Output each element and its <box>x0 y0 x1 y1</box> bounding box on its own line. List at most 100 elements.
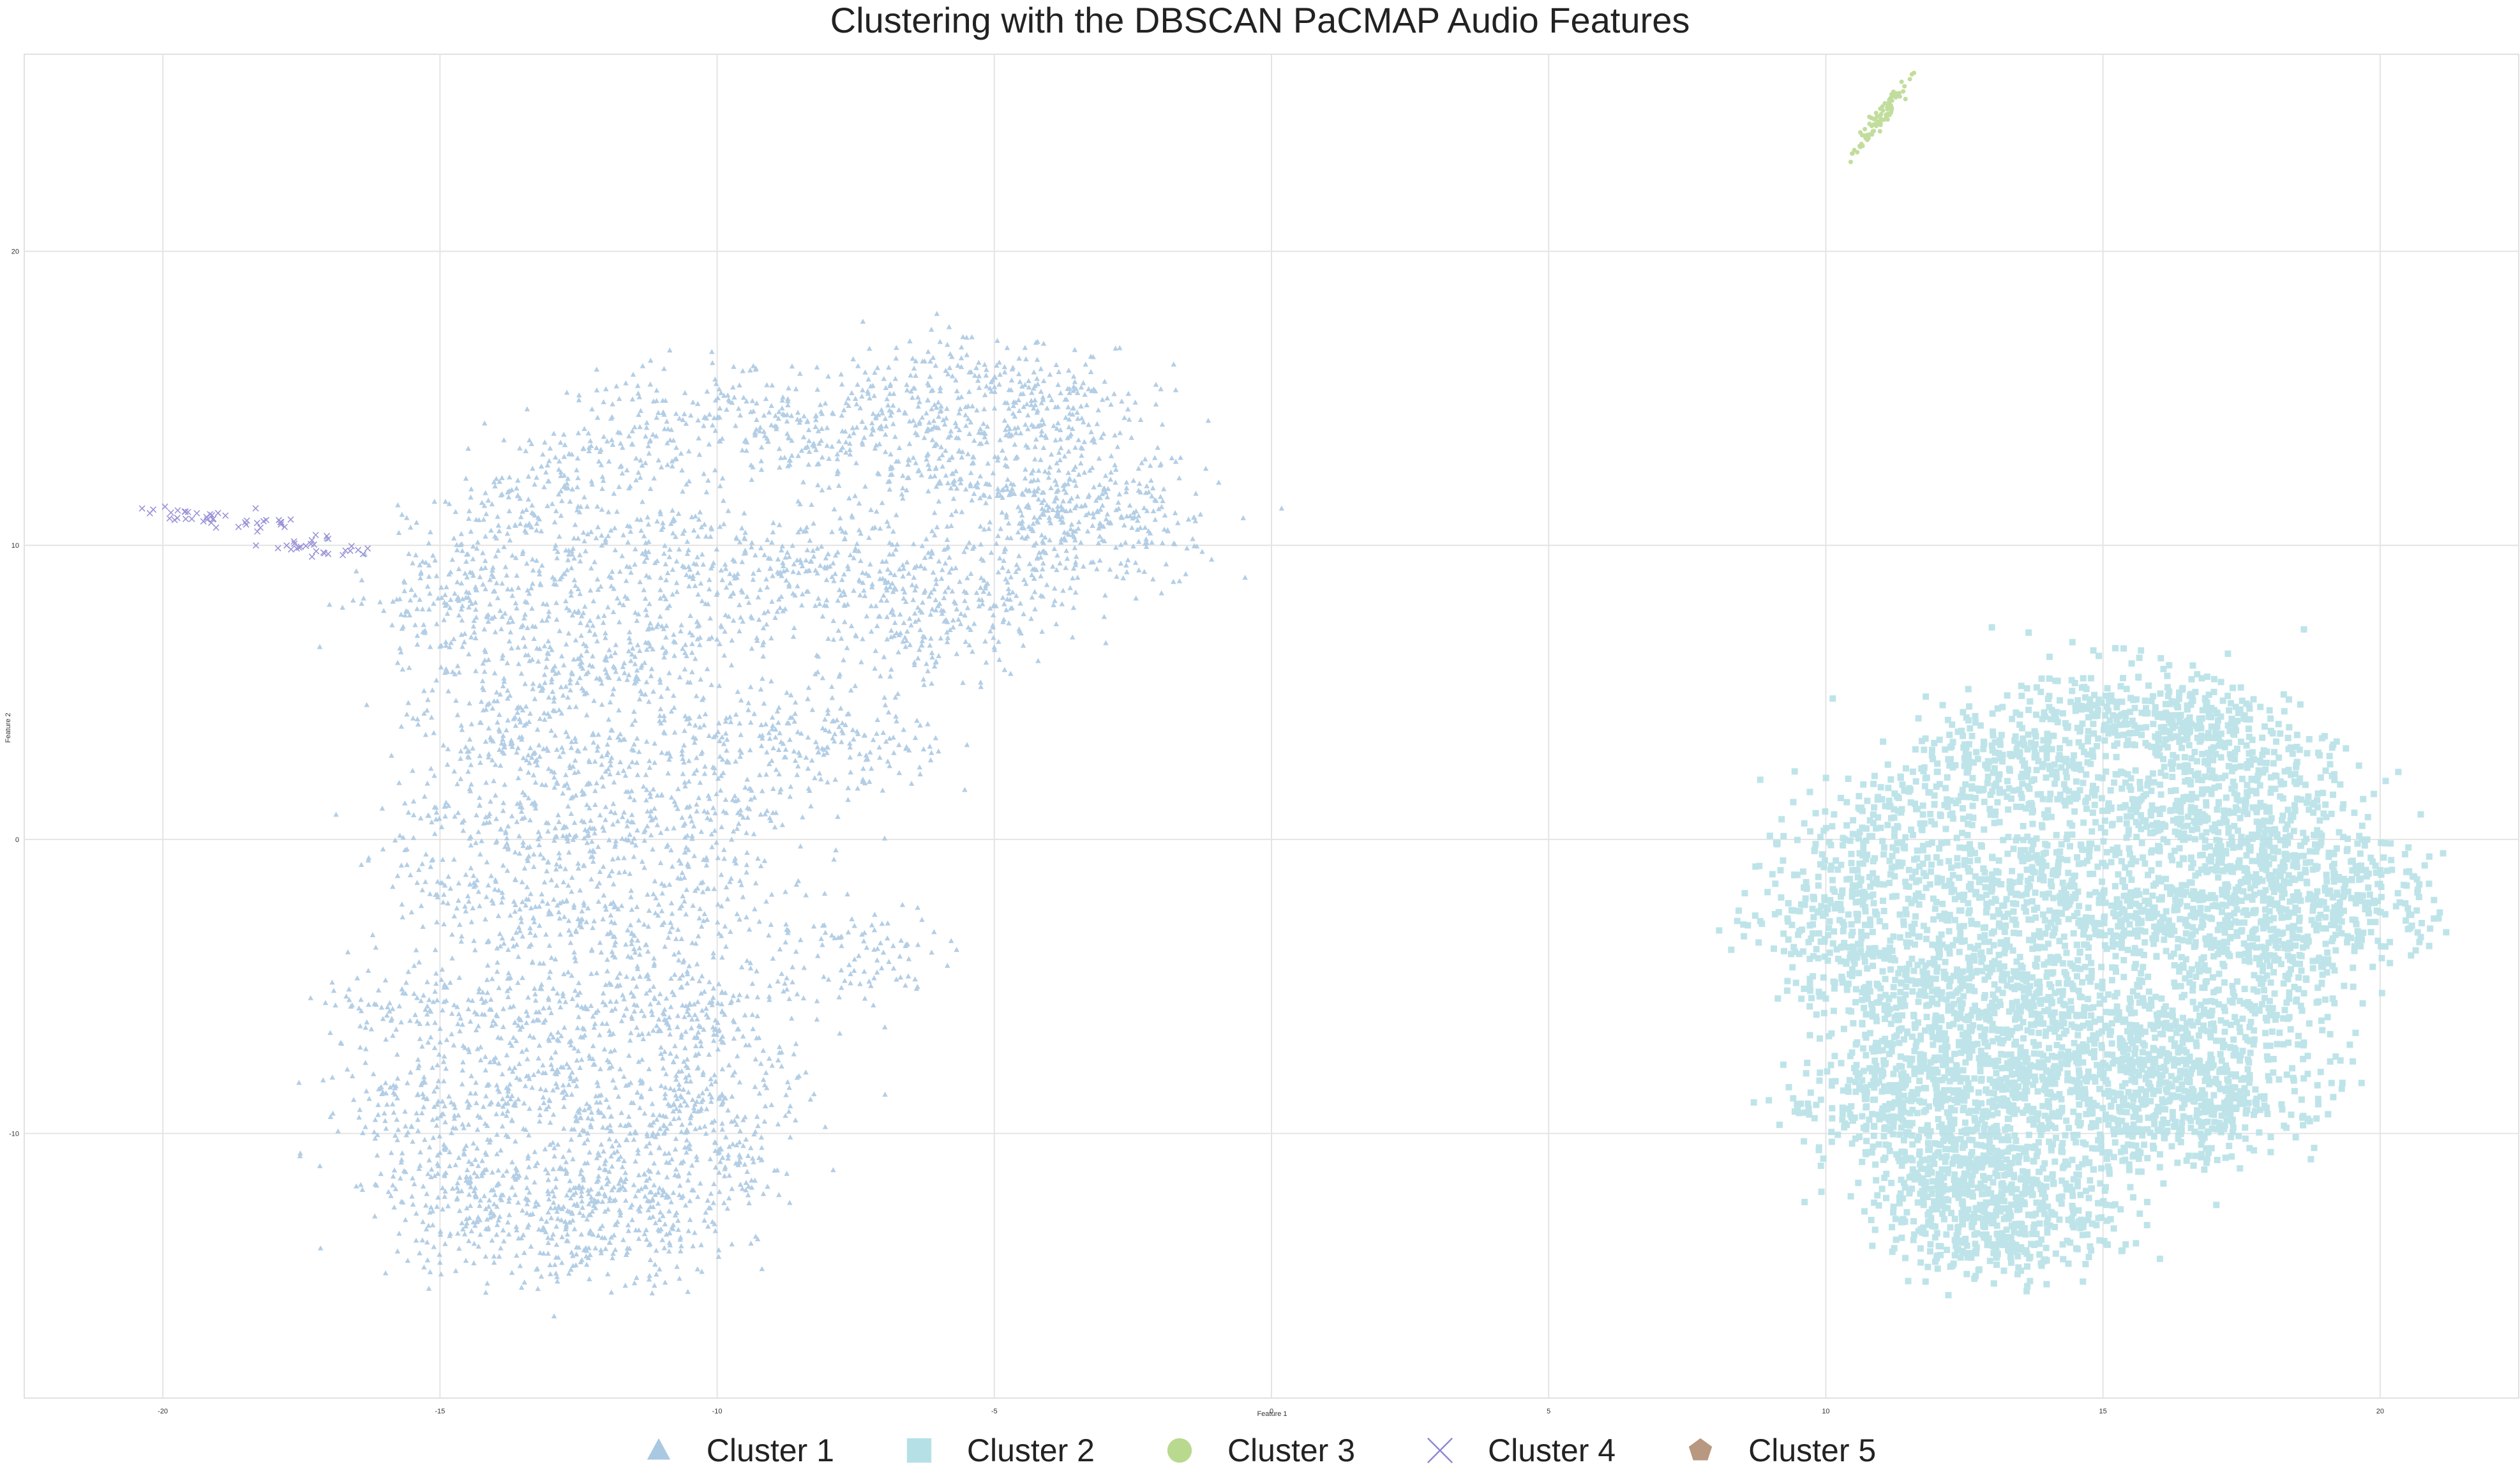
data-point <box>924 452 930 458</box>
data-point <box>894 345 899 350</box>
data-point <box>1030 520 1036 526</box>
data-point <box>1021 403 1027 409</box>
data-point <box>1029 389 1035 395</box>
data-point <box>940 417 946 423</box>
data-point <box>996 381 1002 387</box>
data-point <box>1058 507 1065 513</box>
data-point <box>994 338 1000 343</box>
data-point <box>1040 378 1047 384</box>
data-point <box>937 388 943 394</box>
data-point <box>926 462 931 467</box>
data-point <box>1120 575 1126 580</box>
data-point <box>1101 487 1107 493</box>
data-point <box>1097 533 1103 539</box>
data-point <box>1023 356 1029 361</box>
data-point <box>1203 465 1209 471</box>
data-point <box>1049 397 1054 402</box>
data-point <box>1034 488 1040 493</box>
data-point <box>870 410 876 416</box>
data-point <box>861 435 867 440</box>
data-point <box>1151 455 1158 460</box>
data-point <box>1080 380 1086 386</box>
data-point <box>932 473 938 479</box>
data-point <box>1108 453 1114 458</box>
data-point <box>968 483 973 488</box>
data-point <box>984 481 990 486</box>
data-point <box>960 334 966 340</box>
data-point <box>1153 498 1159 503</box>
data-point <box>1091 514 1097 520</box>
data-point <box>1095 509 1101 515</box>
data-point <box>996 359 1002 365</box>
data-point <box>952 478 957 483</box>
data-point <box>883 423 889 429</box>
data-point <box>908 388 914 394</box>
data-point <box>925 397 931 403</box>
data-point <box>907 338 913 343</box>
data-point <box>1020 491 1026 497</box>
data-point <box>1039 432 1044 437</box>
data-point <box>1160 486 1167 492</box>
data-point <box>1023 421 1028 427</box>
data-point <box>1026 384 1032 390</box>
data-point <box>1171 578 1176 584</box>
data-point <box>853 460 859 465</box>
data-point <box>959 509 965 515</box>
data-point <box>1078 539 1084 545</box>
data-point <box>947 351 954 356</box>
data-point <box>956 448 963 453</box>
data-point <box>970 454 976 460</box>
data-point <box>935 399 941 405</box>
data-point <box>1184 545 1190 551</box>
data-point <box>852 396 859 401</box>
data-point <box>1134 518 1141 523</box>
data-point <box>1075 575 1081 580</box>
data-point <box>910 356 916 361</box>
data-point <box>829 444 835 449</box>
data-point <box>1035 519 1041 525</box>
data-point <box>896 407 902 412</box>
data-point <box>1001 418 1008 423</box>
data-point <box>1067 508 1074 513</box>
data-point <box>857 405 863 410</box>
data-point <box>969 334 975 340</box>
data-point <box>887 381 894 387</box>
data-point <box>1063 548 1069 553</box>
data-point <box>919 472 924 478</box>
data-point <box>1150 485 1156 491</box>
data-point <box>1199 548 1205 554</box>
data-point <box>1010 481 1017 487</box>
data-point <box>1025 426 1031 432</box>
data-point <box>937 385 943 390</box>
data-point <box>1097 495 1104 501</box>
data-point <box>958 355 964 361</box>
data-point <box>873 414 879 419</box>
data-point <box>989 388 994 394</box>
data-point <box>1010 403 1016 409</box>
data-point <box>1162 512 1168 518</box>
data-point <box>1063 565 1069 570</box>
data-point <box>1031 385 1037 391</box>
data-point <box>719 435 725 441</box>
data-point <box>949 373 956 379</box>
data-point <box>1054 495 1060 501</box>
data-point <box>1051 546 1058 552</box>
data-point <box>966 431 973 436</box>
data-point <box>1061 453 1068 459</box>
data-point <box>1067 433 1073 439</box>
data-point <box>1137 489 1144 495</box>
data-point <box>966 389 972 395</box>
data-point <box>813 424 818 429</box>
data-point <box>1205 418 1211 423</box>
data-point <box>1090 510 1096 516</box>
data-point <box>1113 479 1118 485</box>
data-point <box>1159 590 1164 596</box>
data-point <box>997 437 1003 442</box>
data-point <box>1042 534 1048 540</box>
data-point <box>1035 477 1041 483</box>
data-point <box>814 461 820 467</box>
data-point <box>855 382 860 387</box>
data-point <box>953 468 959 474</box>
data-point <box>780 394 786 400</box>
data-point <box>926 419 932 425</box>
